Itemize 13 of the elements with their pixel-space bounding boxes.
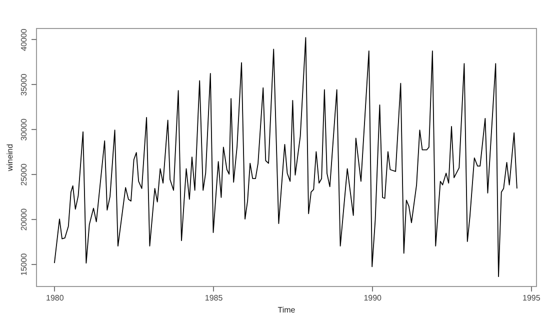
y-tick-label: 25000	[20, 162, 28, 186]
y-tick-label: 40000	[20, 28, 28, 51]
line-series	[54, 37, 518, 278]
x-tick-label: 1995	[522, 294, 541, 302]
y-tick-label: 30000	[20, 118, 28, 141]
x-tick-label: 1990	[364, 294, 382, 302]
x-axis-title: Time	[278, 306, 296, 314]
y-tick-label: 15000	[20, 252, 28, 276]
x-tick-label: 1985	[204, 294, 224, 302]
y-tick-label: 35000	[20, 73, 28, 96]
x-tick-label: 1980	[46, 294, 64, 302]
y-tick-label: 20000	[20, 208, 28, 231]
y-axis-title: wineind	[6, 144, 14, 172]
